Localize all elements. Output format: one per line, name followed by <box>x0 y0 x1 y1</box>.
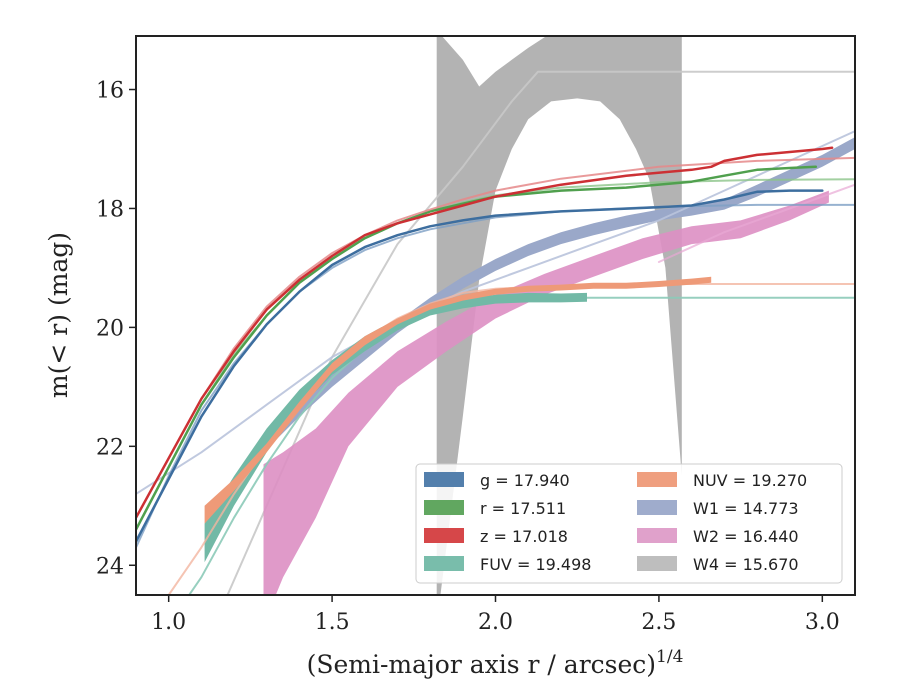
legend-label: g = 17.940 <box>480 471 570 490</box>
x-tick-label: 1.0 <box>151 610 186 635</box>
x-tick-label: 2.0 <box>478 610 513 635</box>
legend-swatch <box>424 556 464 571</box>
series-w1-model-line <box>136 130 855 495</box>
x-tick-label: 3.0 <box>805 610 840 635</box>
x-axis-label: (Semi-major axis r / arcsec)1/4 <box>307 647 684 679</box>
series-z-line <box>136 146 834 519</box>
y-tick-label: 20 <box>96 316 124 341</box>
legend-swatch <box>637 472 677 487</box>
series-nuv-band <box>204 276 712 524</box>
legend-entries: g = 17.940 NUV = 19.270 r = 17.511 W1 = 14.… <box>424 471 807 574</box>
y-axis-label: m(< r) (mag) <box>44 232 73 398</box>
legend-swatch <box>424 472 464 487</box>
legend-swatch <box>637 556 677 571</box>
series-layer <box>136 36 855 595</box>
legend-swatch <box>637 528 677 543</box>
series-r-line <box>136 165 818 531</box>
legend-label: W1 = 14.773 <box>693 499 799 518</box>
legend-label: NUV = 19.270 <box>693 471 807 490</box>
y-tick-label: 18 <box>96 197 124 222</box>
legend-label: z = 17.018 <box>480 527 568 546</box>
legend: g = 17.940 NUV = 19.270 r = 17.511 W1 = 14.… <box>415 463 843 584</box>
x-axis-ticks: 1.0 1.5 2.0 2.5 3.0 <box>151 595 840 635</box>
legend-swatch <box>637 500 677 515</box>
y-axis-ticks: 16 18 20 22 24 <box>96 79 136 579</box>
legend-label: r = 17.511 <box>480 499 566 518</box>
y-tick-label: 16 <box>96 79 124 104</box>
series-w4-band <box>436 36 682 595</box>
legend-swatch <box>424 528 464 543</box>
legend-label: FUV = 19.498 <box>480 555 591 574</box>
x-tick-label: 1.5 <box>315 610 350 635</box>
series-w2-model-line <box>657 183 855 263</box>
legend-label: W4 = 15.670 <box>693 555 799 574</box>
legend-label: W2 = 16.440 <box>693 527 799 546</box>
x-tick-label: 2.5 <box>641 610 676 635</box>
y-tick-label: 22 <box>96 435 124 460</box>
series-w2-band <box>263 190 829 595</box>
y-tick-label: 24 <box>96 554 124 579</box>
legend-swatch <box>424 500 464 515</box>
series-g-line <box>136 189 824 543</box>
legend-frame <box>415 463 843 584</box>
